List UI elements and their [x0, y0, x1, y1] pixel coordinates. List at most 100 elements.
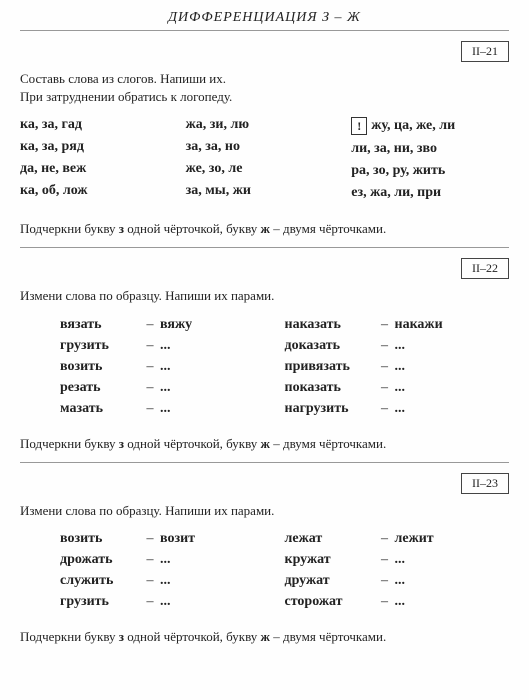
- dash: –: [140, 594, 160, 610]
- pair-right: накажи: [395, 317, 443, 333]
- pair-left: нагрузить: [285, 401, 375, 417]
- pair-left: дружат: [285, 573, 375, 589]
- pair-row: возить–возит: [60, 531, 285, 547]
- pair-left: возить: [60, 531, 140, 547]
- instr-line2: При затруднении обратись к логопеду.: [20, 89, 232, 104]
- footer-note: Подчеркни букву з одной чёрточкой, букву…: [20, 436, 509, 452]
- pair-right: ...: [160, 359, 171, 375]
- exercise-22: II–22 Измени слова по образцу. Напиши их…: [20, 248, 509, 463]
- syllable-columns: ка, за, гад ка, за, ряд да, не, веж ка, …: [20, 117, 509, 207]
- pair-left: мазать: [60, 401, 140, 417]
- pair-right: возит: [160, 531, 195, 547]
- syl-cell: за, за, но: [186, 139, 352, 155]
- pair-col-2: наказать–накажи доказать–... привязать–.…: [285, 317, 510, 422]
- dash: –: [140, 531, 160, 547]
- dash: –: [375, 359, 395, 375]
- pair-left: сторожат: [285, 594, 375, 610]
- dash: –: [140, 573, 160, 589]
- pair-right: вяжу: [160, 317, 192, 333]
- dash: –: [140, 401, 160, 417]
- pair-left: грузить: [60, 338, 140, 354]
- syl-cell: да, не, веж: [20, 161, 186, 177]
- dash: –: [375, 552, 395, 568]
- pair-row: сторожат–...: [285, 594, 510, 610]
- word-pairs: вязать–вяжу грузить–... возить–... резат…: [20, 317, 509, 422]
- instr-line1: Составь слова из слогов. Напиши их.: [20, 71, 226, 86]
- syl-text: жу, ца, же, ли: [371, 118, 455, 134]
- pair-right: ...: [395, 552, 406, 568]
- syl-cell: ли, за, ни, зво: [351, 141, 509, 157]
- pair-row: показать–...: [285, 380, 510, 396]
- dash: –: [375, 573, 395, 589]
- pair-left: привязать: [285, 359, 375, 375]
- pair-left: кружат: [285, 552, 375, 568]
- pair-left: лежат: [285, 531, 375, 547]
- pair-row: кружат–...: [285, 552, 510, 568]
- pair-right: ...: [395, 594, 406, 610]
- pair-left: наказать: [285, 317, 375, 333]
- pair-left: резать: [60, 380, 140, 396]
- pair-right: лежит: [395, 531, 434, 547]
- footer-note: Подчеркни букву з одной чёрточкой, букву…: [20, 629, 509, 645]
- exercise-21: II–21 Составь слова из слогов. Напиши их…: [20, 31, 509, 248]
- f-c: одной чёрточкой, букву: [124, 221, 261, 236]
- dash: –: [140, 359, 160, 375]
- dash: –: [375, 531, 395, 547]
- col-2: жа, зи, лю за, за, но же, зо, ле за, мы,…: [186, 117, 352, 207]
- pair-right: ...: [395, 359, 406, 375]
- syl-cell: ра, зо, ру, жить: [351, 163, 509, 179]
- instructions: Составь слова из слогов. Напиши их. При …: [20, 70, 509, 105]
- syl-cell: жа, зи, лю: [186, 117, 352, 133]
- pair-col-1: возить–возит дрожать–... служить–... гру…: [60, 531, 285, 615]
- label-row: II–21: [20, 41, 509, 62]
- pair-row: мазать–...: [60, 401, 285, 417]
- pair-row: наказать–накажи: [285, 317, 510, 333]
- syl-cell: ка, за, ряд: [20, 139, 186, 155]
- word-pairs: возить–возит дрожать–... служить–... гру…: [20, 531, 509, 615]
- exercise-label: II–21: [461, 41, 509, 62]
- pair-row: возить–...: [60, 359, 285, 375]
- f-e: – двумя чёрточками.: [270, 221, 386, 236]
- pair-right: ...: [160, 594, 171, 610]
- exercise-23: II–23 Измени слова по образцу. Напиши их…: [20, 463, 509, 656]
- dash: –: [375, 338, 395, 354]
- pair-col-1: вязать–вяжу грузить–... возить–... резат…: [60, 317, 285, 422]
- pair-left: вязать: [60, 317, 140, 333]
- pair-row: привязать–...: [285, 359, 510, 375]
- pair-right: ...: [160, 338, 171, 354]
- f-a: Подчеркни букву: [20, 436, 119, 451]
- pair-row: вязать–вяжу: [60, 317, 285, 333]
- dash: –: [140, 338, 160, 354]
- pair-right: ...: [160, 401, 171, 417]
- f-a: Подчеркни букву: [20, 221, 119, 236]
- syl-cell: !жу, ца, же, ли: [351, 117, 509, 135]
- instructions: Измени слова по образцу. Напиши их парам…: [20, 287, 509, 305]
- dash: –: [140, 552, 160, 568]
- f-e: – двумя чёрточками.: [270, 629, 386, 644]
- pair-row: дружат–...: [285, 573, 510, 589]
- pair-row: грузить–...: [60, 594, 285, 610]
- pair-right: ...: [160, 380, 171, 396]
- pair-row: дрожать–...: [60, 552, 285, 568]
- pair-col-2: лежат–лежит кружат–... дружат–... сторож…: [285, 531, 510, 615]
- syl-cell: ка, за, гад: [20, 117, 186, 133]
- syl-cell: же, зо, ле: [186, 161, 352, 177]
- col-1: ка, за, гад ка, за, ряд да, не, веж ка, …: [20, 117, 186, 207]
- f-d: ж: [261, 436, 270, 451]
- f-c: одной чёрточкой, букву: [124, 629, 261, 644]
- f-d: ж: [261, 629, 270, 644]
- f-c: одной чёрточкой, букву: [124, 436, 261, 451]
- pair-right: ...: [395, 401, 406, 417]
- syl-cell: за, мы, жи: [186, 183, 352, 199]
- f-e: – двумя чёрточками.: [270, 436, 386, 451]
- pair-row: доказать–...: [285, 338, 510, 354]
- label-row: II–23: [20, 473, 509, 494]
- label-row: II–22: [20, 258, 509, 279]
- pair-left: грузить: [60, 594, 140, 610]
- dash: –: [140, 317, 160, 333]
- pair-left: служить: [60, 573, 140, 589]
- page: ДИФФЕРЕНЦИАЦИЯ З – Ж II–21 Составь слова…: [0, 0, 529, 700]
- exercise-label: II–23: [461, 473, 509, 494]
- pair-right: ...: [395, 338, 406, 354]
- pair-row: служить–...: [60, 573, 285, 589]
